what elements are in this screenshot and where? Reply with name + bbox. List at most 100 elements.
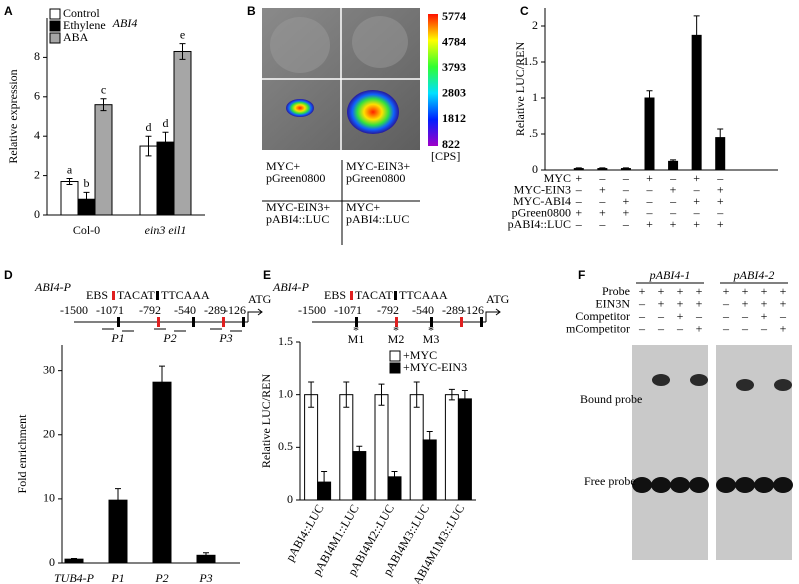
colorbar-label: 4784 [442, 34, 466, 48]
row-label: mCompetitor [566, 321, 630, 335]
lane-sign: + [677, 296, 684, 310]
mutation-mark: * [428, 323, 434, 337]
legend-swatch [389, 362, 401, 374]
mutation-mark: * [393, 323, 399, 337]
bar [173, 50, 192, 216]
y-tick-label: 8 [34, 49, 40, 63]
site-mark [395, 317, 398, 327]
condition-sign: + [599, 205, 606, 219]
bar [156, 141, 175, 216]
lane-sign: + [780, 321, 787, 335]
condition-sign: + [623, 194, 630, 208]
lane-sign: + [696, 296, 703, 310]
legend-label: ABA [63, 30, 89, 44]
colorbar-label: 822 [442, 137, 460, 151]
position-label: -540 [174, 303, 196, 317]
lane-sign: – [741, 321, 749, 335]
condition-sign: – [575, 194, 583, 208]
condition-sign: + [575, 205, 582, 219]
site-mark [222, 317, 225, 327]
table-cell: MYC+ [266, 159, 300, 173]
lane-sign: – [722, 321, 730, 335]
lane-sign: – [760, 321, 768, 335]
error-bar [83, 191, 90, 207]
position-label: -1071 [334, 303, 362, 317]
condition-sign: + [717, 217, 724, 231]
condition-sign: – [646, 182, 654, 196]
condition-sign: + [717, 194, 724, 208]
condition-sign: + [670, 217, 677, 231]
legend-label: TTCAAA [161, 288, 210, 302]
y-axis-label: Fold enrichment [15, 414, 29, 494]
lane-sign: – [695, 309, 703, 323]
error-bar [343, 381, 350, 408]
y-axis-label: Relative LUC/REN [513, 42, 527, 137]
primer-arrows [102, 328, 134, 332]
position-label: -289 [442, 303, 464, 317]
lane-sign: – [638, 309, 646, 323]
error-bar [66, 178, 73, 185]
table-cell: pGreen0800 [346, 171, 405, 185]
lane-sign: + [761, 296, 768, 310]
condition-sign: + [693, 194, 700, 208]
condition-sign: – [693, 182, 701, 196]
x-tick-label: ein3 eil1 [145, 223, 187, 237]
condition-sign: – [693, 205, 701, 219]
lane-sign: + [761, 284, 768, 298]
y-tick-label: 0.5 [278, 439, 293, 453]
position-label: -540 [412, 303, 434, 317]
condition-sign: – [622, 171, 630, 185]
row-label: EIN3N [595, 296, 630, 310]
promoter-name: ABI4-P [34, 280, 72, 294]
error-bar [321, 471, 328, 494]
y-tick-label: 10 [43, 491, 55, 505]
y-tick-label: .5 [529, 126, 538, 140]
primer-arrows [154, 328, 186, 332]
table-cell: pABI4::LUC [346, 212, 409, 226]
y-tick-label: 4 [34, 128, 40, 142]
position-label: -126 [462, 303, 484, 317]
significance-letter: c [101, 83, 106, 97]
tss-arrow [485, 308, 501, 322]
error-bar [413, 381, 420, 408]
condition-sign: – [669, 171, 677, 185]
error-bar [203, 552, 209, 559]
legend-label: Ethylene [63, 18, 106, 32]
condition-sign: + [575, 171, 582, 185]
bar [374, 394, 389, 501]
site-mark [460, 317, 463, 327]
site-key [156, 291, 159, 300]
condition-sign: + [599, 182, 606, 196]
position-label: -1500 [298, 303, 326, 317]
condition-sign: – [575, 217, 583, 231]
legend-label: TACAT [117, 288, 155, 302]
lane-sign: + [742, 296, 749, 310]
legend-label: TTCAAA [399, 288, 448, 302]
y-axis-label: Relative expression [6, 69, 20, 163]
lane-sign: + [742, 284, 749, 298]
condition-sign: – [622, 182, 630, 196]
table-cell: MYC-EIN3+ [266, 200, 330, 214]
legend-swatch [49, 8, 61, 20]
error-bar [575, 167, 582, 170]
promoter-name: ABI4-P [272, 280, 310, 294]
colorbar-label: 1812 [442, 111, 466, 125]
lane-sign: + [780, 296, 787, 310]
lane-sign: – [722, 296, 730, 310]
lane-sign: – [722, 309, 730, 323]
condition-sign: – [598, 217, 606, 231]
lane-sign: – [741, 309, 749, 323]
y-tick-label: 2 [34, 167, 40, 181]
condition-label: pABI4::LUC [508, 217, 571, 231]
significance-letter: e [180, 27, 185, 41]
legend-swatch [49, 20, 61, 32]
y-tick-label: 0 [287, 492, 293, 506]
error-bar [356, 445, 363, 458]
error-bar [693, 15, 700, 56]
bar [644, 97, 655, 171]
ebs-key [112, 291, 115, 300]
lane-sign: + [658, 284, 665, 298]
y-tick-label: 6 [34, 89, 40, 103]
